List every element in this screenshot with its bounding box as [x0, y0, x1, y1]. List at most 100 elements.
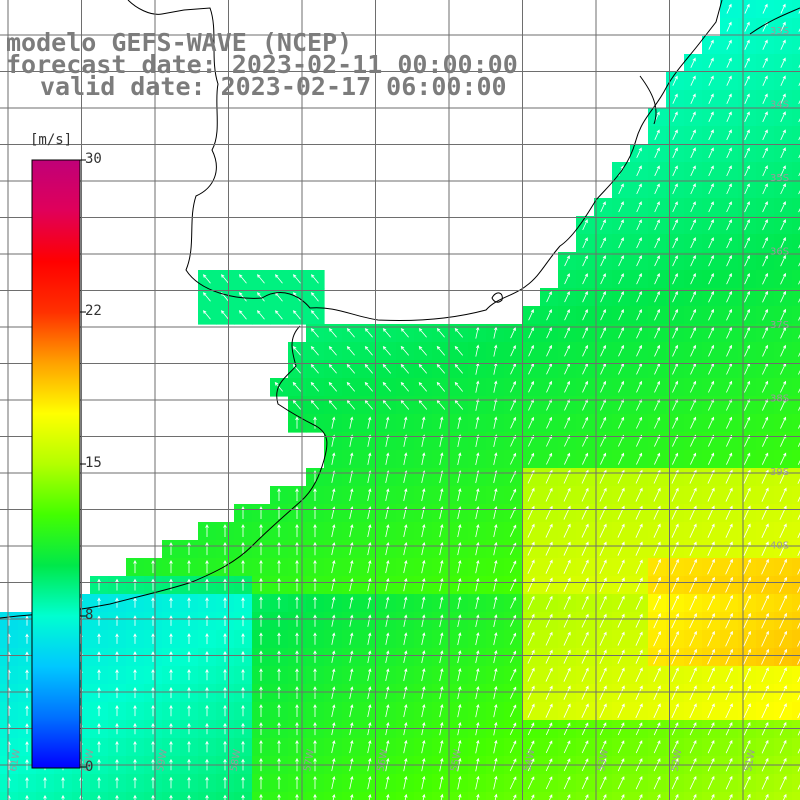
wind-arrow — [797, 586, 800, 593]
wind-arrow — [635, 541, 643, 556]
wind-arrow — [458, 793, 462, 800]
wind-arrow — [779, 558, 787, 575]
wind-arrow — [744, 93, 750, 104]
wind-arrow — [711, 793, 715, 800]
wind-arrow — [672, 129, 678, 140]
wind-arrow — [599, 559, 607, 574]
wind-cell — [540, 792, 559, 800]
wind-arrow — [313, 488, 317, 501]
wind-arrow — [618, 290, 624, 303]
wind-arrow — [762, 416, 769, 429]
wind-arrow — [689, 630, 697, 647]
colorbar-tick-marks — [80, 159, 86, 768]
wind-arrow — [780, 111, 786, 123]
wind-arrow — [223, 704, 227, 717]
wind-arrow — [367, 577, 372, 592]
wind-arrow — [475, 524, 480, 538]
wind-arrow — [797, 442, 800, 447]
wind-arrow — [761, 487, 769, 502]
wind-arrow — [725, 630, 733, 647]
wind-arrow — [672, 111, 678, 122]
wind-arrow — [744, 57, 750, 68]
wind-arrow — [726, 380, 733, 393]
wind-arrow — [690, 75, 696, 86]
wind-arrow — [653, 685, 661, 700]
wind-arrow — [599, 523, 607, 538]
wind-arrow — [707, 487, 715, 502]
wind-arrow — [169, 615, 173, 626]
wind-arrow — [743, 523, 751, 538]
wind-arrow — [259, 632, 263, 645]
wind-arrow — [618, 308, 624, 321]
wind-arrow — [635, 559, 643, 574]
wind-arrow — [475, 416, 480, 429]
wind-arrow — [493, 344, 498, 357]
wind-arrow — [581, 487, 589, 502]
wind-arrow — [457, 668, 462, 682]
wind-arrow — [241, 686, 245, 699]
wind-arrow — [510, 344, 516, 357]
wind-arrow — [115, 651, 119, 662]
wind-arrow — [798, 388, 800, 393]
wind-arrow — [672, 147, 678, 159]
wind-arrow — [493, 668, 498, 682]
wind-arrow — [151, 794, 155, 800]
wind-arrow — [331, 632, 336, 645]
wind-arrow — [385, 614, 390, 627]
wind-arrow — [310, 310, 319, 320]
wind-arrow — [726, 201, 732, 213]
wind-arrow — [708, 57, 714, 68]
wind-arrow — [527, 649, 535, 664]
wind-arrow — [403, 686, 408, 700]
wind-arrow — [367, 775, 372, 790]
wind-arrow — [797, 514, 800, 520]
wind-arrow — [277, 542, 281, 556]
wind-arrow — [636, 326, 642, 339]
wind-arrow — [582, 380, 588, 393]
wind-arrow — [259, 614, 263, 627]
wind-arrow — [187, 704, 191, 717]
wind-arrow — [779, 505, 787, 520]
wind-arrow — [97, 740, 101, 753]
wind-arrow — [277, 596, 281, 609]
wind-cell — [774, 180, 793, 199]
wind-arrow — [151, 704, 155, 717]
wind-arrow — [545, 740, 553, 754]
wind-cell — [792, 666, 800, 685]
wind-arrow — [636, 255, 642, 267]
wind-arrow — [494, 793, 498, 800]
wind-cell — [792, 252, 800, 271]
wind-arrow — [25, 741, 29, 752]
wind-arrow — [567, 794, 571, 800]
wind-arrow — [527, 740, 535, 754]
wind-arrow — [295, 542, 299, 556]
wind-arrow — [707, 630, 715, 647]
wind-arrow — [635, 740, 643, 754]
wind-arrow — [421, 739, 426, 754]
wind-arrow — [654, 255, 660, 267]
wind-arrow — [457, 488, 462, 502]
wind-arrow — [385, 577, 390, 592]
wind-arrow — [292, 364, 301, 374]
wind-arrow — [707, 558, 715, 575]
wind-arrow — [600, 290, 606, 303]
wind-arrow — [797, 712, 800, 719]
wind-arrow — [457, 559, 462, 574]
wind-arrow — [346, 328, 355, 338]
wind-arrow — [493, 685, 498, 700]
wind-arrow — [277, 775, 281, 790]
wind-arrow — [421, 650, 426, 664]
wind-arrow — [313, 506, 317, 520]
wind-arrow — [726, 219, 732, 231]
wind-arrow — [797, 496, 800, 502]
wind-arrow — [798, 208, 800, 213]
lat-label: 37S — [770, 320, 789, 331]
wind-arrow — [653, 775, 661, 790]
wind-arrow — [797, 478, 800, 484]
wind-arrow — [779, 612, 787, 629]
wind-arrow — [313, 650, 317, 663]
lon-label: 61W — [8, 748, 23, 772]
wind-arrow — [545, 649, 553, 664]
wind-arrow — [617, 577, 625, 592]
wind-arrow — [779, 685, 787, 701]
